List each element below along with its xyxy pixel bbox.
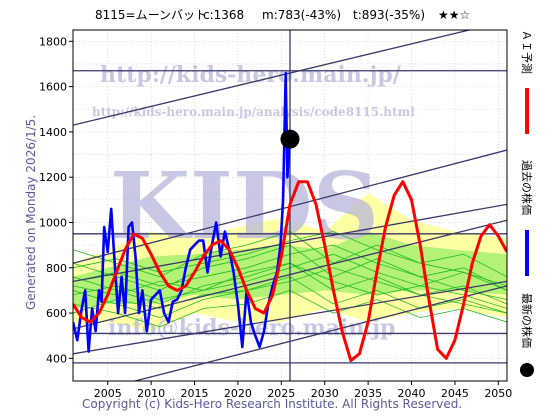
plot-area: KIDS http://kids-hero.main.jp/ http://ki…: [73, 30, 507, 381]
x-tick-label: 2045: [441, 387, 469, 400]
legend-past-label: 過去の株価: [520, 160, 534, 215]
y-tick-label: 1800: [39, 35, 67, 48]
x-axis-ticks: 2005 2010 2015 2020 2025 2030 2035 2040 2045 2050: [94, 381, 512, 400]
past-price-line: [73, 71, 292, 353]
header-target: t:893(-35%): [353, 8, 425, 22]
copyright-text: Copyright (c) Kids-Hero Research Institu…: [82, 397, 462, 411]
y-tick-label: 1600: [39, 81, 67, 94]
x-tick-label: 2035: [354, 387, 382, 400]
y-tick-label: 1200: [39, 171, 67, 184]
ai-forecast-line: [73, 180, 507, 363]
x-tick-label: 2010: [137, 387, 165, 400]
y-tick-label: 600: [46, 307, 67, 320]
y-axis-ticks: 400 600 800 1000 1200 1400 1600 1800: [39, 35, 73, 365]
y-tick-label: 1000: [39, 216, 67, 229]
x-tick-label: 2015: [181, 387, 209, 400]
x-tick-label: 2020: [224, 387, 252, 400]
current-price-marker: [280, 129, 300, 149]
generated-label: Generated on Monday 2026/1/5.: [24, 115, 38, 310]
header-model: m:783(-43%): [262, 8, 341, 22]
x-tick-label: 2040: [398, 387, 426, 400]
side-legend: ＡＩ予測 過去の株価 最新の株価: [520, 30, 534, 377]
watermark-url-main: http://kids-hero.main.jp/: [100, 62, 402, 88]
y-tick-label: 400: [46, 352, 67, 365]
legend-ai-label: ＡＩ予測: [520, 30, 534, 74]
current-marker-layer: [280, 129, 300, 149]
x-tick-label: 2005: [94, 387, 122, 400]
watermark-url-analysis: http://kids-hero.main.jp/analysis/code81…: [92, 105, 415, 119]
y-tick-label: 800: [46, 262, 67, 275]
watermark-logo: KIDS: [110, 152, 379, 260]
y-tick-label: 1400: [39, 126, 67, 139]
legend-latest-label: 最新の株価: [520, 293, 534, 348]
plot-border: [72, 29, 508, 382]
series-lines: [73, 71, 507, 363]
x-tick-label: 2030: [311, 387, 339, 400]
header-stars: ★★☆: [438, 8, 470, 22]
x-tick-label: 2025: [267, 387, 295, 400]
header-code-name: 8115=ムーンバット: [95, 8, 207, 22]
legend-latest-swatch: [520, 363, 534, 377]
x-tick-label: 2050: [484, 387, 512, 400]
header-current: c:1368: [203, 8, 244, 22]
